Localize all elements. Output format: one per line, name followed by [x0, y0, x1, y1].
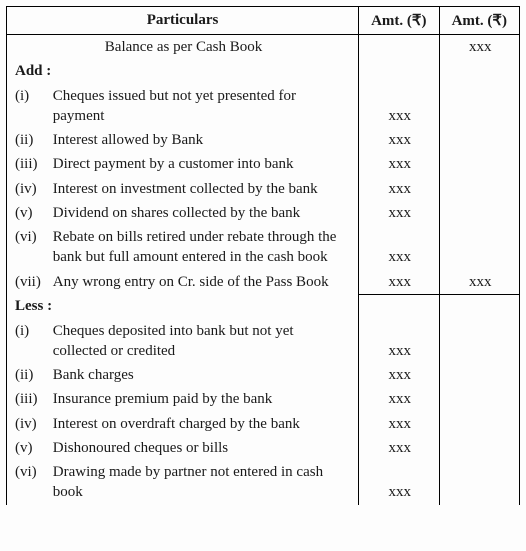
- amt1: xxx: [359, 319, 439, 364]
- amt2: [439, 387, 519, 411]
- amt2: [439, 460, 519, 505]
- reconciliation-table-page: Particulars Amt. (₹) Amt. (₹) Balance as…: [0, 0, 526, 551]
- amt1: xxx: [359, 128, 439, 152]
- amt1: xxx: [359, 412, 439, 436]
- amt1: xxx: [359, 152, 439, 176]
- roman: (ii): [15, 365, 49, 385]
- add-item-row: (ii) Interest allowed by Bank xxx: [7, 128, 520, 152]
- balance-row: Balance as per Cash Book xxx: [7, 35, 520, 60]
- roman: (iv): [15, 414, 49, 434]
- amt2: [439, 436, 519, 460]
- add-item-row: (v) Dividend on shares collected by the …: [7, 201, 520, 225]
- item-text: Rebate on bills retired under rebate thr…: [53, 227, 350, 268]
- less-item-row: (i) Cheques deposited into bank but not …: [7, 319, 520, 364]
- amt2: [439, 225, 519, 270]
- item-text: Cheques issued but not yet presented for…: [53, 86, 350, 127]
- amt1: xxx: [359, 177, 439, 201]
- amt1: xxx: [359, 84, 439, 129]
- item-text: Drawing made by partner not entered in c…: [53, 462, 350, 503]
- balance-amt2: xxx: [439, 35, 519, 60]
- roman: (vii): [15, 272, 49, 292]
- roman: (i): [15, 86, 49, 106]
- less-item-row: (vi) Drawing made by partner not entered…: [7, 460, 520, 505]
- amt2: [439, 177, 519, 201]
- item-text: Any wrong entry on Cr. side of the Pass …: [53, 272, 350, 292]
- item-text: Interest allowed by Bank: [53, 130, 350, 150]
- add-item-row: (vi) Rebate on bills retired under rebat…: [7, 225, 520, 270]
- item-text: Cheques deposited into bank but not yet …: [53, 321, 350, 362]
- add-item-row: (iii) Direct payment by a customer into …: [7, 152, 520, 176]
- balance-amt1: [359, 35, 439, 60]
- col-header-amt2: Amt. (₹): [439, 7, 519, 35]
- roman: (vi): [15, 227, 49, 247]
- amt1: xxx: [359, 387, 439, 411]
- col-header-particulars: Particulars: [7, 7, 359, 35]
- less-item-row: (iv) Interest on overdraft charged by th…: [7, 412, 520, 436]
- roman: (iii): [15, 389, 49, 409]
- table-body: Balance as per Cash Book xxx Add : (i) C…: [7, 35, 520, 505]
- amt2: [439, 84, 519, 129]
- col-header-amt1: Amt. (₹): [359, 7, 439, 35]
- item-text: Interest on investment collected by the …: [53, 179, 350, 199]
- add-label: Add :: [7, 59, 359, 83]
- amt1: xxx: [359, 270, 439, 295]
- less-label: Less :: [7, 294, 359, 318]
- amt2: [439, 319, 519, 364]
- amt2: [439, 363, 519, 387]
- roman: (v): [15, 203, 49, 223]
- amt2: [439, 152, 519, 176]
- reconciliation-table: Particulars Amt. (₹) Amt. (₹) Balance as…: [6, 6, 520, 505]
- amt1: xxx: [359, 460, 439, 505]
- less-item-row: (v) Dishonoured cheques or bills xxx: [7, 436, 520, 460]
- amt1: xxx: [359, 436, 439, 460]
- roman: (i): [15, 321, 49, 341]
- item-text: Dishonoured cheques or bills: [53, 438, 350, 458]
- less-header-row: Less :: [7, 294, 520, 318]
- amt2: [439, 412, 519, 436]
- add-item-row-subtotal: (vii) Any wrong entry on Cr. side of the…: [7, 270, 520, 295]
- roman: (iii): [15, 154, 49, 174]
- amt1: xxx: [359, 225, 439, 270]
- less-item-row: (iii) Insurance premium paid by the bank…: [7, 387, 520, 411]
- amt1: xxx: [359, 201, 439, 225]
- amt2: [439, 128, 519, 152]
- roman: (ii): [15, 130, 49, 150]
- amt1: xxx: [359, 363, 439, 387]
- less-item-row: (ii) Bank charges xxx: [7, 363, 520, 387]
- amt2: [439, 201, 519, 225]
- item-text: Interest on overdraft charged by the ban…: [53, 414, 350, 434]
- item-text: Insurance premium paid by the bank: [53, 389, 350, 409]
- roman: (v): [15, 438, 49, 458]
- amt2: xxx: [439, 270, 519, 295]
- add-item-row: (iv) Interest on investment collected by…: [7, 177, 520, 201]
- add-item-row: (i) Cheques issued but not yet presented…: [7, 84, 520, 129]
- item-text: Bank charges: [53, 365, 350, 385]
- item-text: Dividend on shares collected by the bank: [53, 203, 350, 223]
- add-header-row: Add :: [7, 59, 520, 83]
- table-header-row: Particulars Amt. (₹) Amt. (₹): [7, 7, 520, 35]
- item-text: Direct payment by a customer into bank: [53, 154, 350, 174]
- roman: (iv): [15, 179, 49, 199]
- roman: (vi): [15, 462, 49, 482]
- balance-label: Balance as per Cash Book: [7, 35, 359, 60]
